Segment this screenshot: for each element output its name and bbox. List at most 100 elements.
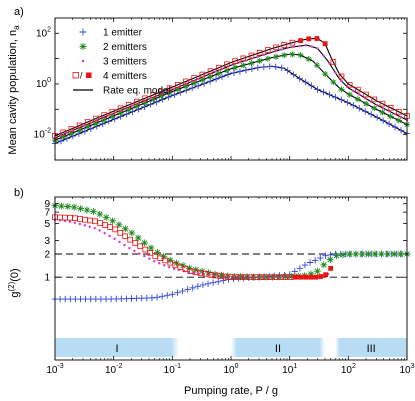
- data-point: [90, 208, 97, 215]
- data-point: [123, 110, 130, 118]
- data-point: [218, 271, 225, 279]
- data-point: [304, 44, 307, 47]
- data-point: [207, 68, 214, 74]
- y-tick-label: 2: [44, 250, 50, 261]
- data-point: [199, 71, 206, 78]
- data-point: [189, 84, 196, 92]
- data-point: [320, 261, 328, 269]
- data-point: [73, 221, 77, 224]
- data-point: [284, 67, 291, 74]
- data-point: [132, 240, 138, 246]
- panel-a-y-axis-label-text: Mean cavity population, n: [7, 30, 19, 155]
- x-tick-label: 102: [341, 363, 356, 376]
- data-point: [133, 103, 140, 110]
- legend-open-square: [72, 72, 79, 79]
- panel-b-data-layer: [51, 202, 411, 303]
- data-point: [265, 47, 271, 53]
- data-point: [214, 70, 218, 73]
- model-curve-4: [54, 37, 408, 137]
- data-point: [194, 82, 202, 89]
- y-tick-label: 1: [44, 273, 50, 284]
- data-point: [340, 79, 343, 83]
- data-point: [322, 54, 325, 57]
- data-point: [212, 75, 220, 83]
- data-point: [173, 87, 176, 90]
- data-point: [171, 91, 178, 98]
- region-label-II: II: [275, 343, 281, 355]
- data-point: [240, 62, 247, 69]
- data-point: [296, 265, 304, 272]
- data-point: [112, 226, 118, 233]
- panel-b-y-axis-label-sup: (2): [7, 281, 16, 291]
- data-point: [142, 99, 149, 106]
- panel-b-y-axis-label-g: g: [9, 292, 21, 298]
- data-point: [318, 274, 324, 279]
- data-point: [306, 259, 314, 266]
- data-point: [393, 112, 397, 116]
- data-point: [118, 240, 121, 244]
- data-point: [256, 49, 263, 56]
- data-point: [330, 59, 337, 65]
- data-point: [97, 220, 103, 226]
- data-point: [316, 47, 319, 50]
- data-point: [153, 260, 156, 263]
- data-point: [78, 222, 82, 226]
- data-point: [334, 71, 337, 74]
- data-point: [117, 110, 124, 117]
- data-point: [240, 55, 247, 62]
- panel-a-legend: 1 emitter 2 emitters 3 emitters / 4 emitters…: [72, 28, 171, 97]
- series-4-markers: [52, 214, 334, 280]
- data-point: [358, 93, 361, 96]
- data-point: [93, 115, 99, 122]
- data-point: [346, 81, 353, 88]
- data-point: [184, 286, 191, 293]
- data-point: [281, 42, 288, 48]
- data-point: [395, 117, 402, 124]
- data-point: [379, 117, 387, 124]
- data-point: [264, 55, 271, 62]
- x-tick-label: 100: [223, 363, 238, 376]
- data-point: [282, 273, 289, 280]
- svg-text:Mean cavity population, na: Mean cavity population, na: [7, 25, 21, 155]
- data-point: [92, 120, 99, 127]
- panel-b-regions: I II III: [55, 338, 407, 357]
- data-point: [107, 224, 113, 230]
- data-point: [332, 94, 339, 101]
- data-point: [150, 96, 157, 103]
- data-point: [87, 125, 94, 132]
- data-point: [317, 254, 324, 262]
- data-point: [60, 133, 67, 140]
- data-point: [215, 278, 222, 285]
- data-point: [262, 53, 266, 56]
- data-point: [109, 217, 116, 225]
- data-point: [153, 294, 161, 301]
- data-point: [143, 254, 146, 258]
- svg-text:g(2)(0): g(2)(0): [7, 268, 21, 297]
- data-point: [280, 48, 283, 51]
- data-point: [352, 89, 355, 93]
- data-point: [371, 96, 378, 103]
- data-point: [150, 92, 157, 98]
- data-point: [338, 86, 345, 93]
- data-point: [88, 225, 91, 228]
- data-point: [199, 76, 206, 83]
- data-point: [135, 106, 142, 113]
- series-2-markers: [52, 51, 410, 144]
- data-point: [69, 132, 77, 140]
- data-point: [328, 62, 331, 65]
- data-point: [218, 73, 226, 81]
- panel-b-y-axis-label: g(2)(0): [7, 268, 21, 297]
- data-point: [105, 118, 112, 125]
- data-point: [123, 243, 126, 247]
- data-point: [338, 73, 345, 80]
- data-point: [314, 86, 321, 93]
- data-point: [101, 116, 108, 123]
- data-point: [191, 75, 197, 81]
- data-point: [224, 61, 230, 68]
- data-point: [298, 44, 301, 48]
- data-point: [127, 236, 133, 243]
- data-point: [194, 283, 202, 290]
- data-point: [107, 114, 110, 117]
- data-point: [248, 52, 255, 59]
